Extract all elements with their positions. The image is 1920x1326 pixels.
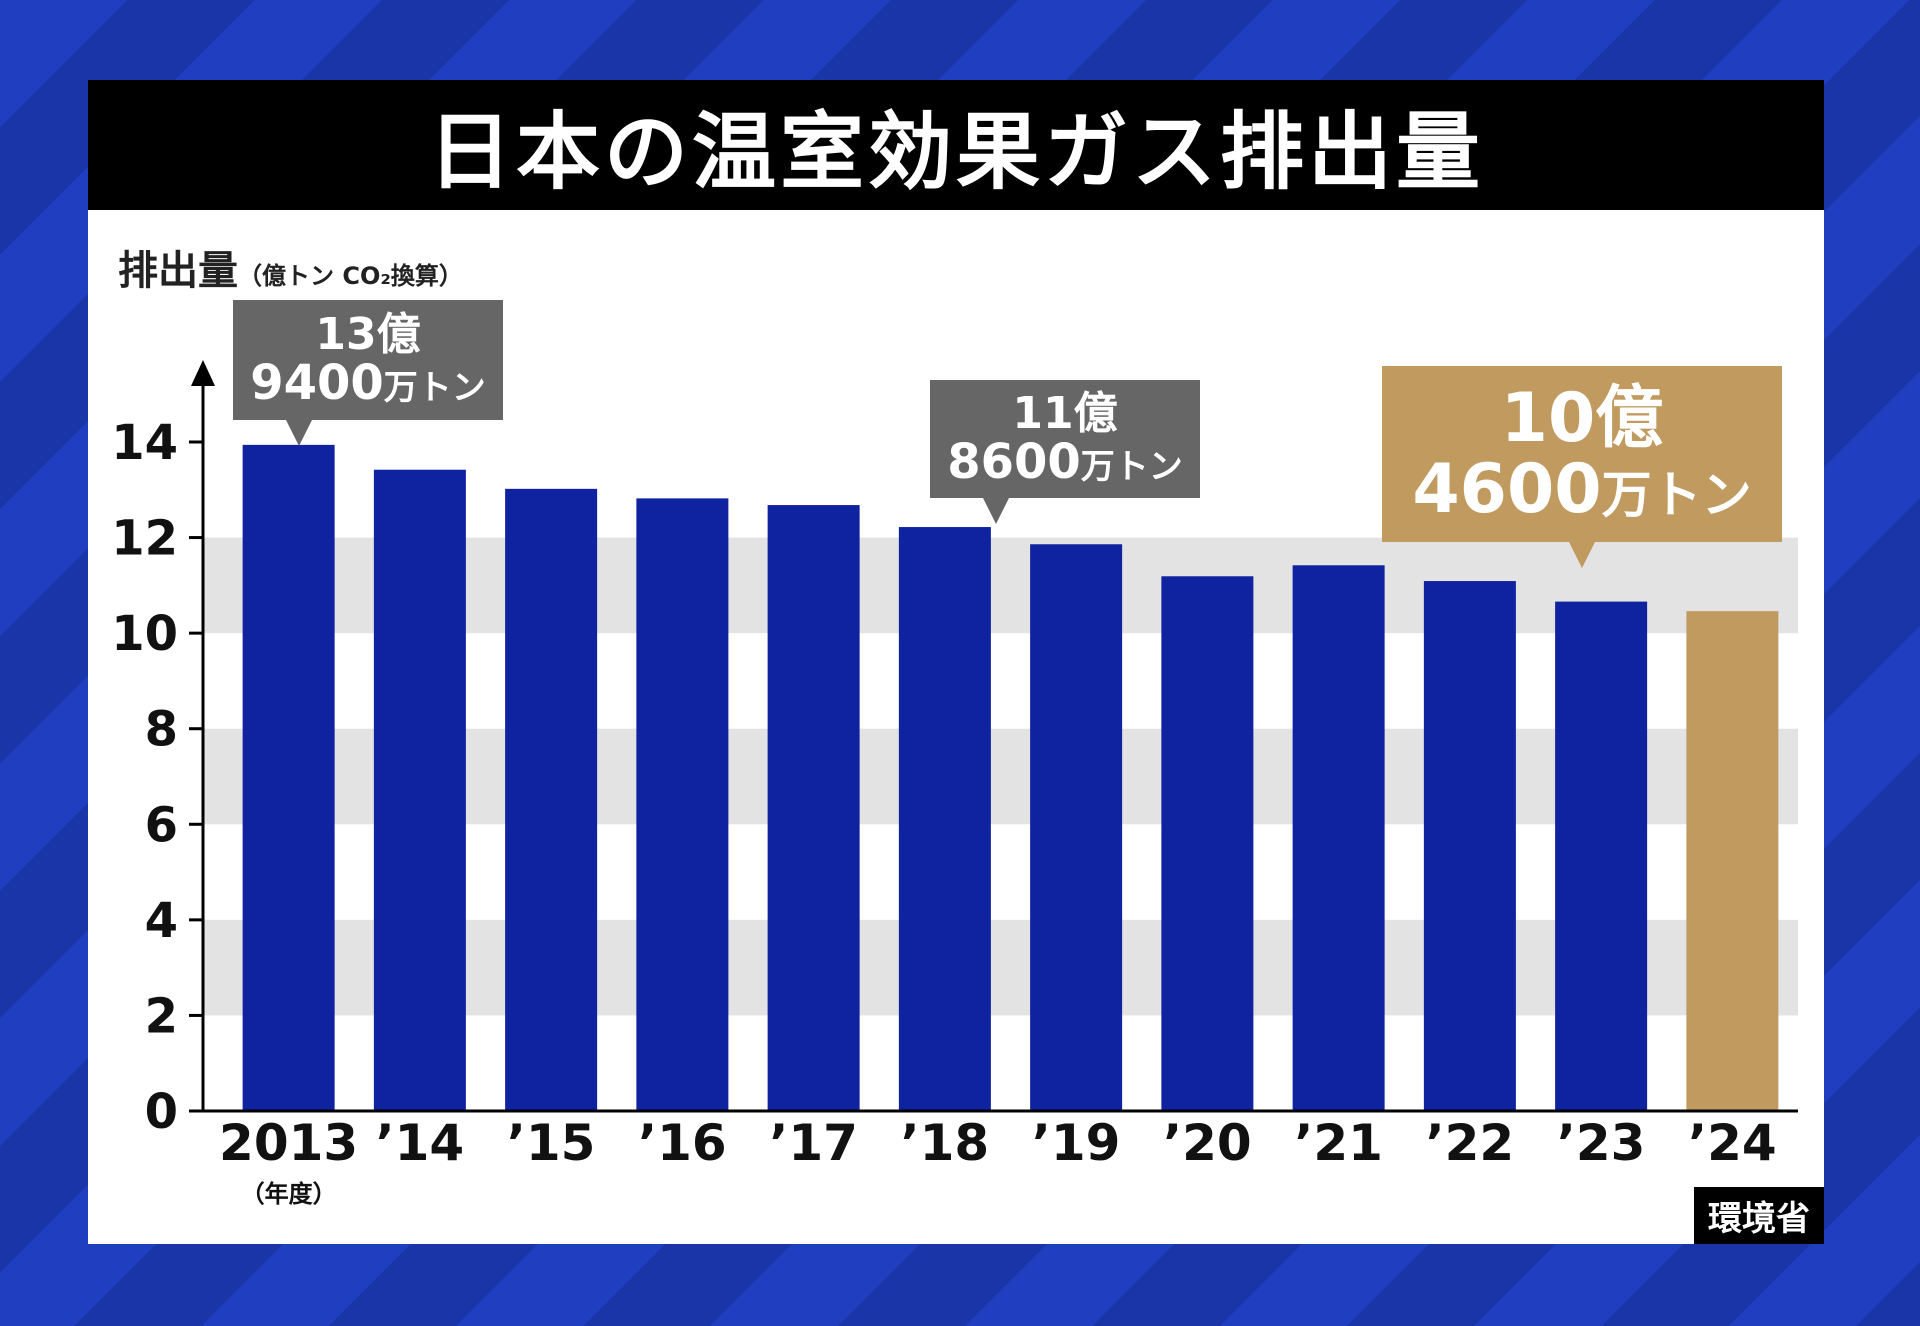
bar-’22 [1423,581,1516,1111]
y-tick-label: 12 [111,511,178,567]
bar-2013 [242,444,335,1111]
bar-’17 [767,505,860,1111]
x-tick-label: ’24 [1688,1114,1777,1172]
bar-’19 [1030,544,1123,1111]
bar-chart: 2013 （年度） ’14 ’15 ’16 ’17 ’18 ’19 ’20 ’21 ’22 ’23 ’2… [111,360,1798,1208]
y-tick-label: 4 [145,893,178,949]
y-tick-label: 6 [145,797,178,853]
bar-’15 [505,488,598,1112]
bar-’23 [1555,601,1648,1111]
bar-’16 [636,498,729,1111]
x-tick-label: ’21 [1294,1114,1383,1172]
x-tick-label: ’14 [376,1114,465,1172]
x-tick-label: ’15 [507,1114,596,1172]
callout-2024-value: 4600 [1412,450,1602,529]
x-tick-label: ’17 [769,1114,858,1172]
grid-band [203,919,1798,1016]
callout-2024-unit: 万トン [1601,466,1752,524]
callout-2013-unit: 万トン [383,367,486,408]
grid-band [203,728,1798,825]
chart-panel: 日本の温室効果ガス排出量 排出量（億トン CO₂換算） 2013 （年度） ’14 ’… [88,80,1824,1244]
callout-2019-unit: 万トン [1080,446,1183,487]
y-tick-label: 10 [111,606,178,662]
callout-2024-line1: 10億 [1500,378,1664,458]
callout-2013-line1: 13億 [315,308,421,360]
callout-2019: 11億 8600万トン [930,380,1200,524]
y-tick-label: 8 [145,702,178,758]
callout-2013: 13億 9400万トン [233,300,503,446]
y-tick-label: 0 [145,1084,178,1140]
callout-2019-value: 8600 [947,433,1081,490]
x-tick-label: ’20 [1163,1114,1252,1172]
bar-’18 [898,527,991,1111]
y-axis-arrow [191,360,215,386]
x-axis-unit-label: （年度） [241,1180,337,1208]
x-tick-label: 2013 [219,1114,358,1172]
y-axis-label-unit: （億トン CO₂換算） [238,262,463,290]
y-tick-label: 14 [111,415,178,471]
bar-’24 [1686,611,1779,1111]
x-tick-label: ’19 [1032,1114,1121,1172]
y-tick-label: 2 [145,988,178,1044]
callout-2013-value: 9400 [250,354,384,411]
bar-’20 [1161,576,1254,1111]
source-badge: 環境省 [1694,1187,1824,1244]
bar-’21 [1292,565,1385,1111]
x-tick-label: ’23 [1557,1114,1646,1172]
y-axis-label: 排出量（億トン CO₂換算） [118,238,463,296]
callout-2024: 10億 4600万トン [1382,366,1782,568]
x-tick-label: ’16 [638,1114,727,1172]
callout-2019-line1: 11億 [1012,387,1118,439]
y-axis-label-main: 排出量 [118,248,238,294]
x-tick-label: ’22 [1426,1114,1515,1172]
x-tick-label: ’18 [901,1114,990,1172]
chart-title: 日本の温室効果ガス排出量 [88,80,1824,210]
bar-’14 [373,469,466,1112]
grid-band [203,537,1798,634]
